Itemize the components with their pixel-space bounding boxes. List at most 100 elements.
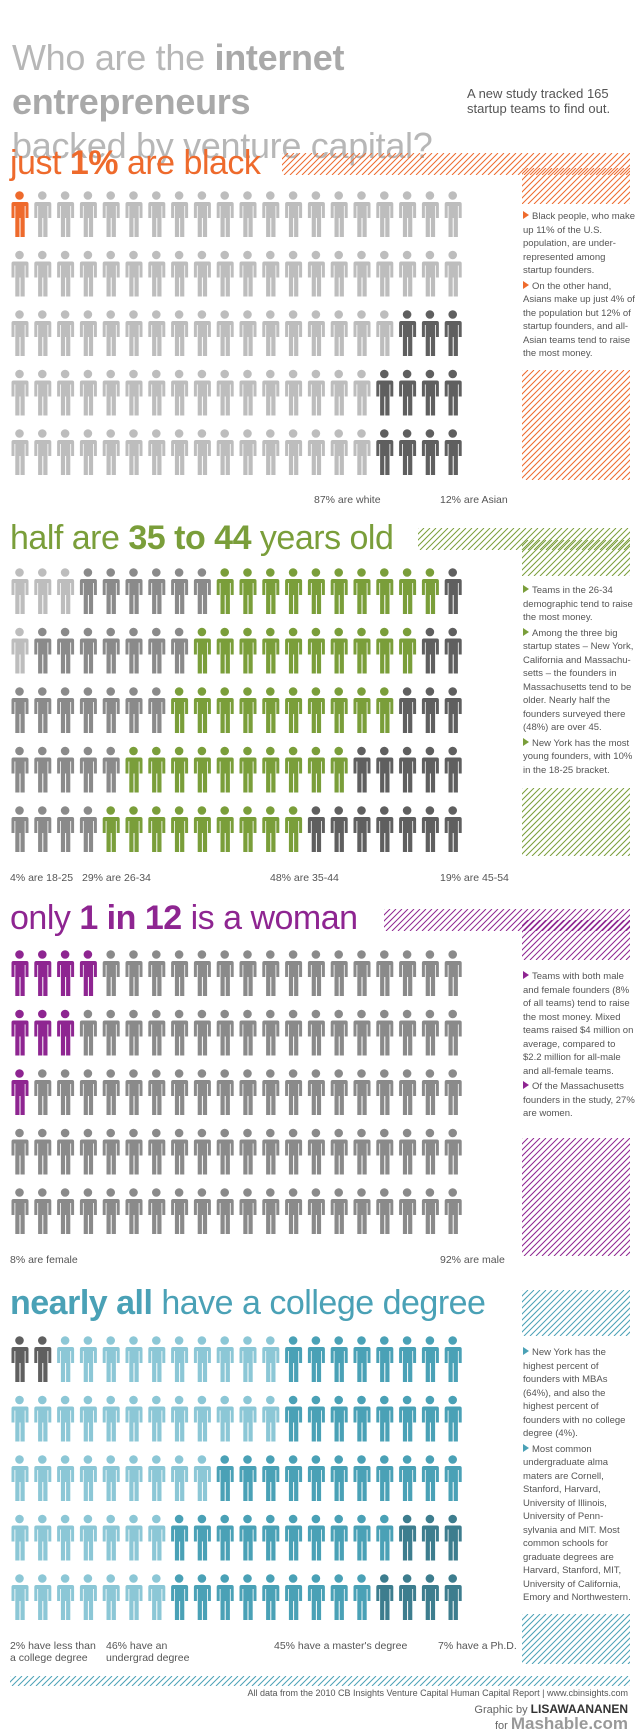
hatch-line <box>457 153 481 175</box>
person-icon <box>57 568 75 614</box>
hatch-line <box>522 370 547 395</box>
hatch-line <box>543 1614 595 1664</box>
person-icon <box>285 627 303 674</box>
hatch-line <box>579 1614 630 1664</box>
hatch-line <box>522 1138 601 1217</box>
person-icon <box>34 1514 52 1561</box>
person-icon <box>330 310 348 356</box>
hatch-line <box>10 1676 17 1683</box>
person-icon <box>262 1069 280 1115</box>
hatch-line <box>101 1676 113 1686</box>
person-icon <box>11 1395 29 1442</box>
person-icon <box>171 369 189 416</box>
hatch-line <box>573 423 630 480</box>
person-icon <box>376 746 394 793</box>
person-icon <box>285 191 303 237</box>
person-icon <box>216 429 234 475</box>
hatch-line <box>529 153 553 175</box>
heading-bold: nearly all <box>10 1284 153 1322</box>
person-icon <box>399 568 417 614</box>
hatch-line <box>531 1614 583 1664</box>
hatch-line <box>522 370 619 467</box>
hatch-line <box>431 528 455 550</box>
hatch-line <box>609 835 630 856</box>
hatch-line <box>505 153 529 175</box>
hatch-line <box>583 153 607 175</box>
hatch-line <box>525 788 595 856</box>
person-icon <box>399 1069 417 1115</box>
hatch-line <box>397 153 421 175</box>
hatch-line <box>557 540 595 576</box>
hatch-line <box>509 528 533 550</box>
hatch-line <box>603 1637 630 1664</box>
hatch-line <box>575 168 613 204</box>
hatch-line <box>77 1676 89 1686</box>
side-note: Teams in the 26-34 demographic tend to r… <box>523 584 635 779</box>
hatch-line <box>522 1290 559 1327</box>
subtitle: A new study tracked 165 startup teams to… <box>467 86 611 116</box>
person-icon <box>102 950 120 996</box>
person-icon <box>239 687 257 733</box>
hatch-line <box>325 153 349 175</box>
hatch-line <box>599 1676 611 1686</box>
person-icon <box>421 1574 439 1620</box>
hatch-line <box>522 788 541 807</box>
hatch-line <box>607 909 630 931</box>
hatch-line <box>585 811 630 856</box>
person-icon <box>330 1069 348 1115</box>
hatch-line <box>415 153 439 175</box>
person-icon <box>148 1574 166 1620</box>
people-grid-education <box>11 1336 462 1620</box>
person-icon <box>330 1188 348 1234</box>
hatch-line <box>35 1676 47 1686</box>
person-icon <box>376 191 394 237</box>
label-masters: 45% have a master's degree <box>274 1640 408 1652</box>
hatch-line <box>313 153 337 175</box>
hatch-line <box>571 909 595 931</box>
hatch-line <box>113 1676 125 1686</box>
hatch-line <box>11 1676 23 1686</box>
hatch-box <box>522 1138 630 1256</box>
person-icon <box>239 1574 257 1620</box>
person-icon <box>216 746 234 793</box>
label-asian: 12% are Asian <box>440 494 508 506</box>
hatch-line <box>525 1614 577 1664</box>
hatch-line <box>525 375 630 480</box>
hatch-line <box>522 168 535 181</box>
person-icon <box>79 687 97 733</box>
hatch-line <box>539 1676 551 1686</box>
person-icon <box>57 429 75 475</box>
note-text: Among the three big startup states – New… <box>523 627 634 734</box>
person-icon <box>148 1128 166 1175</box>
hatch-line <box>522 370 601 449</box>
hatch-line <box>522 1143 630 1253</box>
note-item: Black people, who make up 11% of the U.S… <box>523 210 635 278</box>
hatch-line <box>251 1676 263 1686</box>
hatch-line <box>522 1138 613 1229</box>
person-icon <box>57 627 75 674</box>
hatch-line <box>418 528 437 547</box>
person-icon <box>125 310 143 356</box>
person-icon <box>444 1188 462 1234</box>
hatch-line <box>593 528 617 550</box>
person-icon <box>444 806 462 852</box>
person-icon <box>307 1069 325 1115</box>
hatch-line <box>409 153 433 175</box>
person-icon <box>79 806 97 852</box>
person-icon <box>79 627 97 674</box>
person-icon <box>444 1574 462 1620</box>
hatch-line <box>587 1676 599 1686</box>
hatch-line <box>391 909 415 931</box>
hatch-line <box>533 168 571 204</box>
person-icon <box>399 191 417 237</box>
hatch-line <box>522 370 559 407</box>
hatch-line <box>583 1290 630 1336</box>
hatch-line <box>615 841 630 856</box>
hatch-line <box>269 1676 281 1686</box>
person-icon <box>171 1455 189 1501</box>
person-icon <box>34 950 52 996</box>
hatch-line <box>282 153 295 166</box>
person-icon <box>193 1395 211 1442</box>
hatch-line <box>545 1676 557 1686</box>
person-icon <box>307 687 325 733</box>
